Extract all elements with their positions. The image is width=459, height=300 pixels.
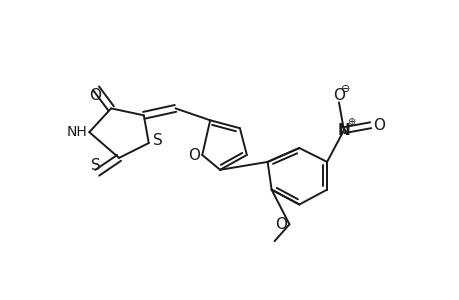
Text: N: N bbox=[337, 123, 350, 138]
Text: O: O bbox=[89, 88, 101, 103]
Text: S: S bbox=[152, 133, 162, 148]
Text: O: O bbox=[332, 88, 344, 103]
Text: O: O bbox=[188, 148, 200, 164]
Text: ⊕: ⊕ bbox=[346, 117, 354, 127]
Text: ⊖: ⊖ bbox=[341, 84, 350, 94]
Text: S: S bbox=[91, 158, 101, 173]
Text: O: O bbox=[275, 217, 287, 232]
Text: O: O bbox=[373, 118, 385, 133]
Text: NH: NH bbox=[67, 125, 88, 139]
